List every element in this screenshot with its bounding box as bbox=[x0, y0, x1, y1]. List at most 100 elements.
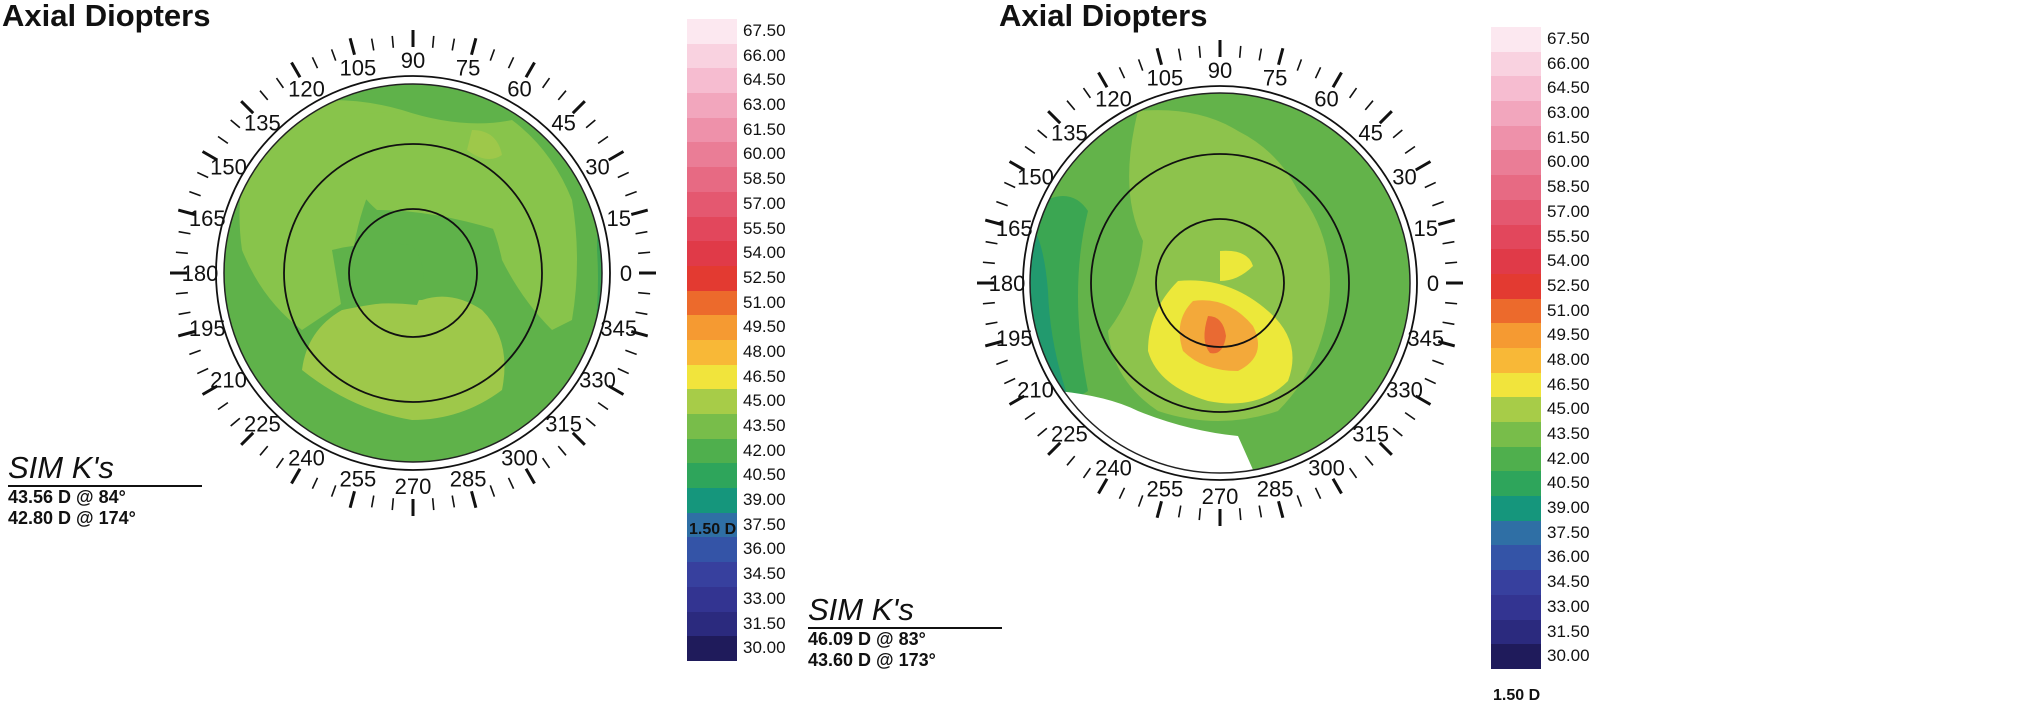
minor-tick bbox=[230, 417, 241, 427]
major-tick bbox=[1097, 477, 1109, 495]
scale-value: 34.50 bbox=[743, 564, 786, 584]
minor-tick bbox=[1137, 59, 1144, 71]
minor-tick bbox=[1177, 48, 1182, 61]
major-tick bbox=[607, 150, 625, 162]
scale-row: 40.50 bbox=[687, 463, 807, 489]
inner-zone-ring bbox=[1155, 218, 1285, 348]
scale-swatch bbox=[1491, 323, 1541, 348]
scale-swatch bbox=[687, 167, 737, 192]
minor-tick bbox=[625, 190, 637, 197]
scale-swatch bbox=[687, 339, 737, 365]
minor-tick bbox=[1404, 145, 1416, 155]
minor-tick bbox=[1082, 87, 1092, 99]
minor-tick bbox=[597, 401, 609, 411]
degree-label: 255 bbox=[340, 467, 377, 492]
scale-row: 43.50 bbox=[1491, 422, 1611, 447]
degree-label: 255 bbox=[1147, 477, 1184, 502]
degree-label: 90 bbox=[1208, 58, 1232, 83]
minor-tick bbox=[330, 49, 337, 61]
degree-label: 315 bbox=[1352, 422, 1389, 447]
scale-value: 54.00 bbox=[1547, 251, 1590, 271]
scale-swatch bbox=[1491, 76, 1541, 102]
degree-label: 45 bbox=[1358, 120, 1382, 145]
scale-value: 30.00 bbox=[1547, 646, 1590, 666]
scale-value: 37.50 bbox=[1547, 522, 1590, 542]
minor-tick bbox=[1037, 129, 1048, 139]
scale-row: 54.00 bbox=[687, 241, 807, 266]
minor-tick bbox=[597, 135, 609, 145]
scale-swatch bbox=[687, 438, 737, 464]
minor-tick bbox=[275, 77, 285, 89]
scale-row: 33.00 bbox=[687, 586, 807, 612]
degree-label: 300 bbox=[1308, 455, 1345, 480]
scale-value: 61.50 bbox=[743, 119, 786, 139]
scale-value: 66.00 bbox=[1547, 53, 1590, 73]
major-tick bbox=[1277, 500, 1285, 519]
sim-k-steep: 46.09 D @ 83° bbox=[808, 629, 926, 649]
major-tick bbox=[524, 467, 536, 485]
degree-label: 240 bbox=[288, 445, 325, 470]
degree-label: 120 bbox=[1095, 87, 1132, 112]
minor-tick bbox=[1177, 505, 1182, 518]
minor-tick bbox=[1442, 321, 1455, 326]
scale-swatch bbox=[1491, 446, 1541, 472]
scale-swatch bbox=[687, 364, 737, 390]
sim-k-flat: 43.60 D @ 173° bbox=[808, 650, 936, 670]
minor-tick bbox=[330, 485, 337, 497]
minor-tick bbox=[585, 119, 596, 129]
minor-tick bbox=[196, 367, 209, 375]
minor-tick bbox=[1037, 427, 1048, 437]
scale-swatch bbox=[687, 241, 737, 266]
scale-value: 49.50 bbox=[1547, 325, 1590, 345]
major-tick bbox=[571, 431, 586, 446]
minor-tick bbox=[1432, 200, 1444, 207]
scale-swatch bbox=[687, 93, 737, 118]
scale-value: 36.00 bbox=[1547, 547, 1590, 567]
scale-row: 46.50 bbox=[1491, 372, 1611, 398]
scale-swatch bbox=[687, 216, 737, 242]
scale-row: 57.00 bbox=[1491, 199, 1611, 225]
scale-swatch bbox=[687, 463, 737, 489]
minor-tick bbox=[1432, 359, 1444, 366]
minor-tick bbox=[1066, 100, 1076, 111]
minor-tick bbox=[996, 359, 1008, 366]
minor-tick bbox=[1137, 495, 1144, 507]
minor-tick bbox=[617, 367, 630, 375]
degree-label: 180 bbox=[182, 261, 219, 286]
major-tick bbox=[630, 330, 649, 338]
scale-row: 37.50 bbox=[1491, 520, 1611, 546]
scale-value: 39.00 bbox=[743, 490, 786, 510]
minor-tick bbox=[1314, 66, 1322, 79]
major-tick bbox=[348, 490, 356, 509]
scale-value: 42.00 bbox=[743, 440, 786, 460]
degree-label: 285 bbox=[1257, 477, 1294, 502]
scale-value: 52.50 bbox=[1547, 275, 1590, 295]
scale-value: 30.00 bbox=[743, 638, 786, 658]
minor-tick bbox=[1238, 508, 1242, 521]
major-tick bbox=[240, 431, 255, 446]
scale-row: 51.00 bbox=[687, 290, 807, 316]
minor-tick bbox=[1314, 487, 1322, 500]
scale-value: 60.00 bbox=[1547, 152, 1590, 172]
sim-k-heading: SIM K's bbox=[8, 451, 202, 487]
degree-label: 105 bbox=[340, 55, 377, 80]
scale-swatch bbox=[1491, 125, 1541, 151]
scale-value: 46.50 bbox=[743, 366, 786, 386]
inner-zone-ring bbox=[348, 208, 478, 338]
scale-value: 52.50 bbox=[743, 267, 786, 287]
scale-swatch bbox=[1491, 199, 1541, 225]
scale-row: 39.00 bbox=[1491, 496, 1611, 521]
minor-tick bbox=[1024, 411, 1036, 421]
scale-value: 39.00 bbox=[1547, 498, 1590, 518]
major-tick bbox=[1277, 47, 1285, 66]
minor-tick bbox=[431, 498, 435, 511]
major-tick bbox=[1155, 500, 1163, 519]
scale-row: 55.50 bbox=[1491, 224, 1611, 250]
minor-tick bbox=[985, 240, 998, 245]
degree-label: 165 bbox=[996, 216, 1033, 241]
scale-step-label: 1.50 D bbox=[689, 521, 737, 538]
axial-topography-map: 0 15 30 45 60 75 90 105 120 135 150 165 180 195 210 225… bbox=[977, 40, 1463, 526]
major-tick bbox=[1047, 441, 1062, 456]
scale-value: 63.00 bbox=[743, 95, 786, 115]
degree-label: 105 bbox=[1147, 65, 1184, 90]
